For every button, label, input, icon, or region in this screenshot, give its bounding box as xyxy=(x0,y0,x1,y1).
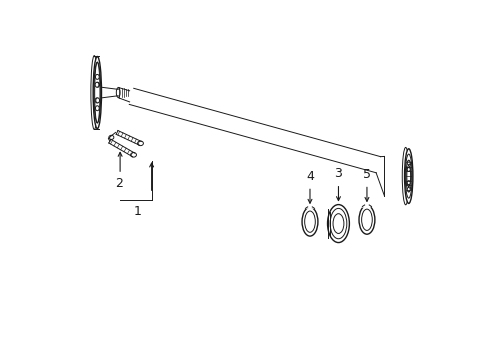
Ellipse shape xyxy=(407,161,410,165)
Ellipse shape xyxy=(96,98,99,103)
Text: 5: 5 xyxy=(363,168,371,181)
Ellipse shape xyxy=(407,181,410,185)
Ellipse shape xyxy=(359,205,375,234)
Ellipse shape xyxy=(333,214,344,233)
Ellipse shape xyxy=(131,153,136,157)
Ellipse shape xyxy=(138,141,144,146)
Ellipse shape xyxy=(305,211,315,232)
Text: 3: 3 xyxy=(335,167,343,180)
Ellipse shape xyxy=(109,135,114,139)
Text: 2: 2 xyxy=(115,177,123,190)
Ellipse shape xyxy=(362,209,372,230)
Ellipse shape xyxy=(96,106,99,111)
Ellipse shape xyxy=(95,82,99,87)
Ellipse shape xyxy=(330,208,347,239)
Text: 4: 4 xyxy=(306,170,314,183)
Ellipse shape xyxy=(406,160,412,192)
Ellipse shape xyxy=(302,207,318,236)
Ellipse shape xyxy=(96,82,99,87)
Ellipse shape xyxy=(95,98,99,103)
Ellipse shape xyxy=(407,167,410,171)
Ellipse shape xyxy=(405,149,413,203)
Text: 1: 1 xyxy=(133,204,141,217)
Ellipse shape xyxy=(407,181,410,185)
Ellipse shape xyxy=(96,75,99,79)
Ellipse shape xyxy=(407,167,410,171)
Ellipse shape xyxy=(407,188,410,191)
Ellipse shape xyxy=(116,88,120,97)
Ellipse shape xyxy=(93,57,101,129)
Ellipse shape xyxy=(327,204,349,243)
